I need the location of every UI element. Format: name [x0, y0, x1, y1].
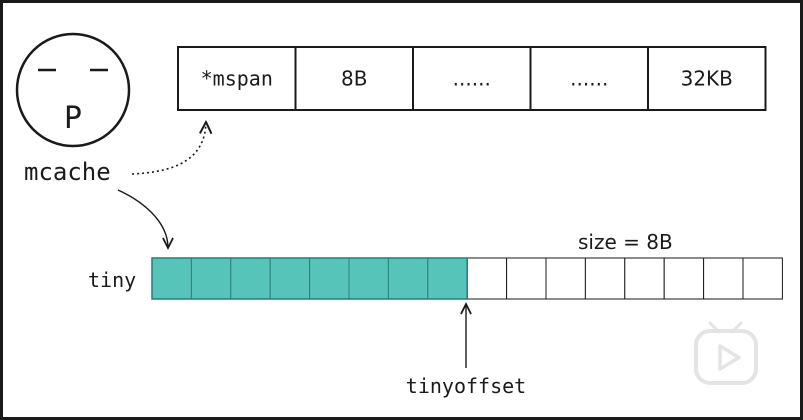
tiny-cell-used — [348, 257, 389, 300]
span-cell-label: ...... — [453, 67, 491, 91]
span-cell — [529, 46, 649, 111]
tiny-cell-used — [387, 257, 429, 300]
tiny-cell-free — [663, 257, 705, 300]
tiny-cell-used — [230, 257, 271, 300]
mcache-to-tiny-arrow — [117, 189, 168, 248]
tiny-block — [151, 257, 783, 300]
mcache-label: mcache — [24, 158, 111, 186]
tiny-cell-used — [269, 257, 311, 300]
tiny-cell-used — [427, 257, 468, 300]
span-cell-label: 32KB — [681, 67, 733, 91]
tiny-cell-free — [545, 257, 586, 300]
p-face-circle — [15, 32, 131, 148]
tiny-cell-free — [466, 257, 508, 300]
play-tv-icon — [694, 321, 758, 385]
tiny-cell-used — [151, 257, 192, 300]
size-label: size = 8B — [578, 230, 673, 254]
span-cell — [177, 46, 297, 111]
mcache-to-span-arrow — [131, 122, 206, 175]
span-cell-label: *mspan — [201, 67, 273, 91]
tiny-cell-free — [584, 257, 626, 300]
tiny-cell-free — [703, 257, 744, 300]
tiny-cell-free — [742, 257, 783, 300]
tiny-used-outline — [151, 257, 468, 300]
tiny-cell-used — [190, 257, 232, 300]
span-cell-label: 8B — [341, 67, 367, 91]
tiny-cell-used — [309, 257, 350, 300]
span-array: *mspan 8B............ 32KB — [177, 46, 767, 111]
processor-p-icon: P — [15, 32, 131, 148]
span-cell — [647, 46, 767, 111]
p-face-letter: P — [64, 101, 82, 136]
tiny-label: tiny — [88, 268, 136, 292]
tinyoffset-label: tinyoffset — [406, 374, 526, 398]
span-cell — [294, 46, 414, 111]
span-cell-label: ...... — [570, 67, 608, 91]
tiny-cell-free — [506, 257, 547, 300]
tiny-cell-free — [624, 257, 665, 300]
